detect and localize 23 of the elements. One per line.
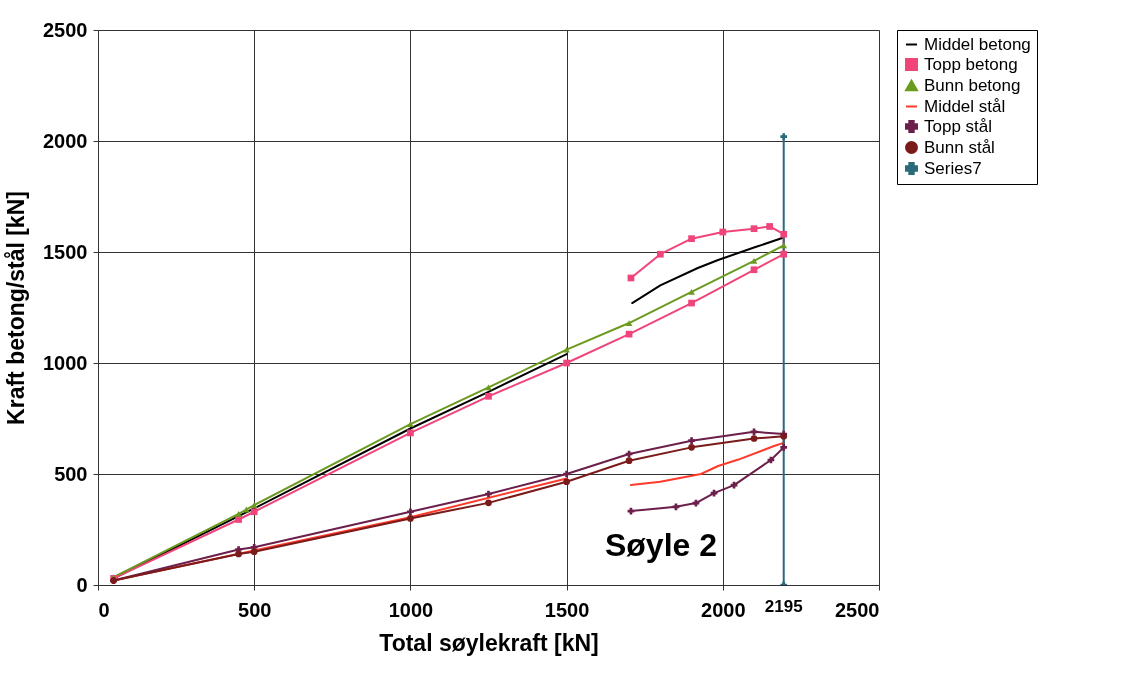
legend-label: Topp stål (924, 116, 993, 136)
x-tick-label: 2000 (701, 598, 746, 621)
y-tick-label: 0 (76, 573, 88, 596)
legend-label: Topp betong (924, 54, 1018, 74)
y-tick-label: 1500 (43, 240, 88, 263)
legend-label: Bunn stål (924, 137, 995, 157)
annotation: 2195 (764, 597, 803, 616)
x-tick-label: 1000 (388, 598, 434, 621)
legend-label: Middel stål (924, 96, 1006, 116)
legend-label: Middel betong (924, 34, 1031, 54)
x-tick-label: 2500 (835, 598, 880, 621)
x-tick-label: 500 (238, 598, 272, 621)
y-tick-label: 2500 (43, 18, 88, 41)
y-tick-label: 2000 (43, 129, 88, 152)
y-tick-label: 500 (54, 462, 88, 485)
legend-label: Bunn betong (924, 75, 1021, 95)
legend-label: Series7 (924, 158, 982, 178)
y-tick-label: 1000 (43, 351, 88, 374)
annotation: Søyle 2 (604, 527, 718, 563)
y-axis-title: Kraft betong/stål [kN] (3, 191, 30, 425)
x-tick-label: 1500 (544, 598, 590, 621)
x-tick-label: 0 (98, 598, 110, 621)
x-axis-title: Total søylekraft [kN] (379, 629, 599, 656)
